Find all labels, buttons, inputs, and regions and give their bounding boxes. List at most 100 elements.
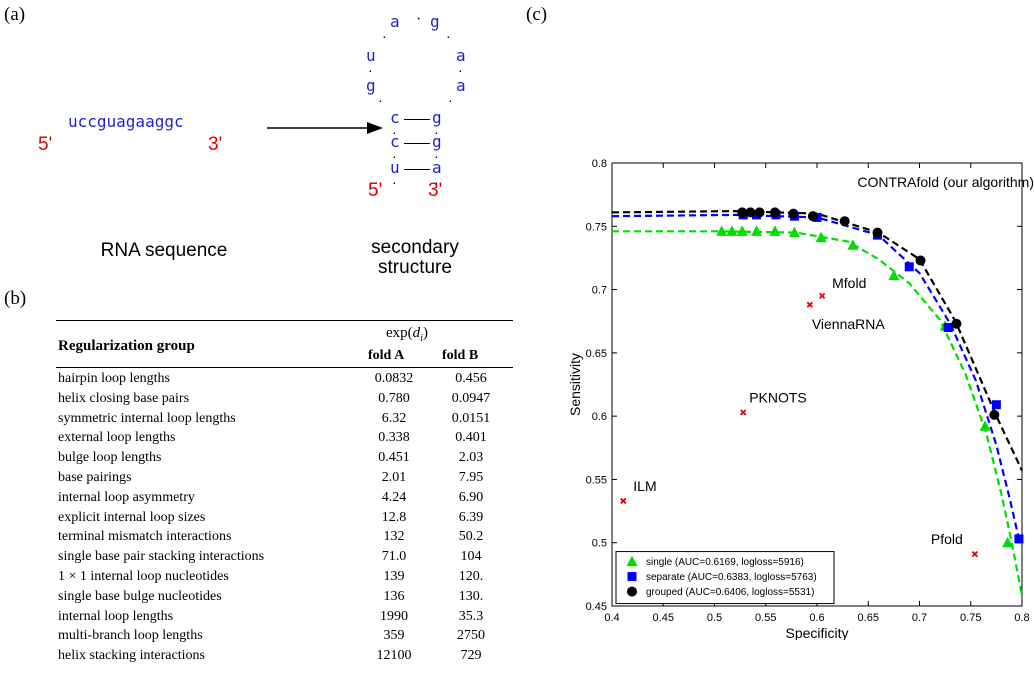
table-cell-b: 2.03	[458, 450, 484, 466]
table-cell-a: 136	[383, 588, 405, 604]
structure-five-prime: 5'	[368, 180, 383, 201]
table-cell-a: 12100	[376, 648, 412, 664]
backbone-dot: ·	[434, 124, 439, 140]
table-cell-a: 0.338	[378, 430, 410, 446]
sequence-five-prime: 5'	[38, 134, 53, 155]
caption-line-1: secondary	[371, 237, 459, 258]
y-tick-label: 0.5	[592, 538, 607, 550]
table-cell-a: 0.780	[378, 390, 410, 406]
table-top-rule	[56, 320, 513, 321]
method-marker	[818, 292, 826, 300]
other-methods: CONTRAfold (our algorithm) Mfold ViennaRNA…	[620, 174, 1034, 558]
series-points	[716, 207, 1024, 548]
table-cell-b: 0.0947	[451, 390, 491, 406]
table-row: single base pair stacking interactions 71…	[58, 547, 510, 567]
legend-box	[615, 551, 835, 605]
base-pair-2-right: g	[432, 132, 442, 151]
data-point-triangle	[726, 225, 738, 236]
legend-marker-triangle	[626, 555, 638, 567]
data-point-circle	[769, 207, 780, 218]
data-point-square	[1014, 534, 1024, 544]
x-tick-label: 0.6	[809, 612, 824, 624]
base-loop-right-1: a	[456, 46, 466, 65]
data-point-triangle	[888, 269, 900, 281]
regularization-table: hairpin loop lengths 0.0832 0.456 helix clo…	[58, 369, 510, 666]
sequence-three-prime: 3'	[208, 134, 223, 155]
backbone-dot: ·	[382, 28, 387, 44]
series-line-circle	[611, 209, 1023, 472]
data-point-circle	[737, 207, 748, 218]
legend-marker-circle	[627, 586, 637, 597]
table-cell-b: 120.	[458, 568, 484, 584]
backbone-dot: ·	[392, 174, 397, 190]
header-exp-sub: i	[420, 333, 423, 344]
method-label: CONTRAfold (our algorithm)	[857, 174, 1034, 190]
table-header-fold-a: fold A	[368, 348, 405, 363]
panel-a-label: (a)	[4, 4, 26, 25]
y-tick-label: 0.65	[586, 348, 607, 360]
base-pair-2-left: c	[390, 132, 400, 151]
method-label: Mfold	[832, 275, 866, 291]
base-loop-top-left: a	[390, 12, 400, 31]
table-cell-group: base pairings	[58, 469, 132, 485]
backbone-dot: ·	[368, 62, 373, 78]
base-pair-bond	[404, 143, 430, 145]
table-row: symmetric internal loop lengths 6.32 0.015…	[58, 409, 510, 429]
base-pair-bond	[404, 119, 430, 121]
legend: single (AUC=0.6169, logloss=5916) separat…	[615, 551, 835, 605]
table-cell-a: 12.8	[381, 509, 407, 525]
backbone-dot: ·	[434, 174, 439, 190]
data-point-square	[991, 400, 1001, 410]
method-marker	[971, 550, 978, 558]
x-tick-label: 0.45	[653, 612, 674, 624]
base-loop-right-2: a	[456, 76, 466, 95]
table-cell-a: 132	[383, 529, 405, 545]
base-pair-3-right: a	[432, 158, 442, 177]
y-axis-label: Sensitivity	[567, 353, 583, 416]
header-exp-func: exp(	[386, 325, 413, 341]
caption-rna-sequence: RNA sequence	[100, 240, 228, 261]
backbone-dot: ·	[446, 28, 451, 44]
data-point-circle	[754, 207, 765, 218]
y-tick-label: 0.7	[592, 285, 607, 297]
header-exp-var: d	[412, 325, 421, 341]
table-cell-group: terminal mismatch interactions	[58, 529, 232, 545]
y-tick-label: 0.6	[592, 411, 607, 423]
data-point-triangle	[788, 226, 800, 238]
y-tick-label: 0.45	[586, 601, 607, 613]
y-tick-label: 0.75	[586, 221, 607, 233]
backbone-dot: ·	[458, 62, 463, 78]
table-cell-b: 50.2	[458, 529, 484, 545]
backbone-dot: ·	[416, 10, 422, 27]
data-point-square	[904, 262, 914, 272]
roc-chart: 0.4 0.45 0.5 0.55 0.6 0.65 0.7 0.75 0.80.450.50.…	[567, 158, 1034, 640]
table-cell-a: 4.24	[381, 489, 407, 505]
data-point-circle	[951, 318, 962, 329]
base-pair-1-left: c	[390, 108, 400, 127]
x-tick-label: 0.65	[858, 612, 879, 624]
method-label: ViennaRNA	[812, 316, 886, 332]
data-point-triangle	[1002, 536, 1014, 548]
table-cell-group: 1 × 1 internal loop nucleotides	[58, 568, 229, 584]
legend-marker-square	[627, 572, 637, 582]
table-row: bulge loop lengths 0.451 2.03	[58, 448, 510, 468]
table-cell-a: 1990	[380, 608, 408, 624]
table-cell-a: 0.451	[378, 450, 410, 466]
y-tick-label: 0.55	[586, 474, 607, 486]
table-cell-group: single base pair stacking interactions	[58, 549, 265, 565]
caption-line-2: structure	[378, 257, 452, 278]
legend-entry: grouped (AUC=0.6406, logloss=5531)	[646, 587, 814, 598]
data-point-triangle	[716, 225, 728, 236]
table-cell-b: 0.0151	[451, 410, 491, 426]
method-label: Pfold	[931, 531, 963, 547]
method-marker	[740, 409, 747, 416]
table-cell-b: 130.	[458, 588, 484, 604]
table-row: terminal mismatch interactions 132 50.2	[58, 527, 510, 547]
table-cell-b: 6.90	[458, 489, 484, 505]
x-tick-label: 0.75	[960, 612, 981, 624]
data-point-circle	[915, 255, 926, 266]
base-pair-bond	[404, 169, 430, 171]
table-cell-group: multi-branch loop lengths	[58, 628, 203, 644]
data-point-circle	[788, 208, 799, 219]
panel-b-label: (b)	[4, 288, 27, 309]
